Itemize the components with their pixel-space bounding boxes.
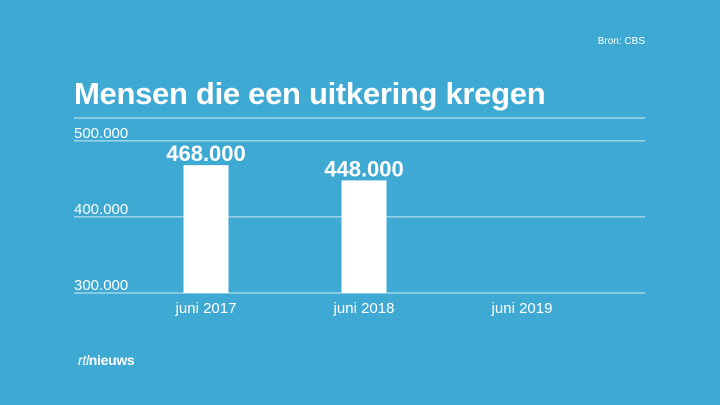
x-tick-label: juni 2017	[175, 300, 237, 317]
bar-data-label: 468.000	[166, 141, 246, 166]
chart-title: Mensen die een uitkering kregen	[74, 76, 546, 111]
x-tick-label: juni 2019	[491, 300, 553, 317]
y-tick-label: 500.000	[74, 125, 128, 142]
source-label: Bron: CBS	[597, 36, 645, 47]
bar-data-label: 448.000	[324, 156, 404, 181]
bar	[183, 165, 229, 293]
logo-rtl-text: rtl	[78, 352, 89, 368]
y-tick-label: 400.000	[74, 201, 128, 218]
y-tick-label: 300.000	[74, 277, 128, 294]
rtl-nieuws-logo: rtlnieuws	[78, 352, 135, 368]
bar	[341, 180, 387, 293]
logo-nieuws-text: nieuws	[88, 352, 135, 368]
x-tick-label: juni 2018	[333, 300, 395, 317]
